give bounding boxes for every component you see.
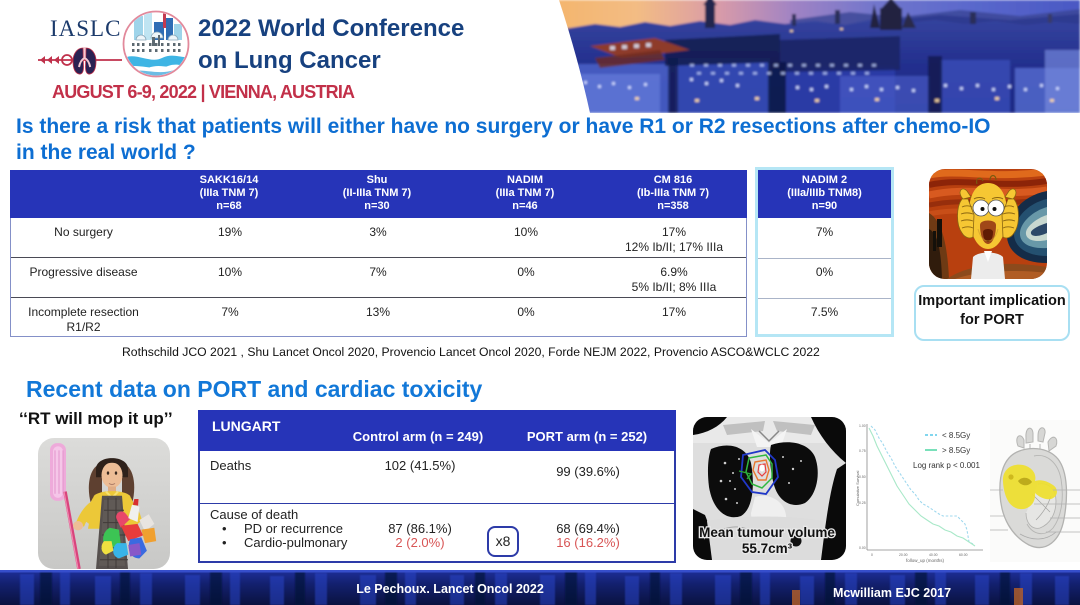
svg-text:Log rank p < 0.001: Log rank p < 0.001	[913, 461, 980, 470]
svg-text:40.00: 40.00	[929, 553, 938, 557]
svg-text:0.00: 0.00	[859, 546, 866, 550]
svg-text:0.75: 0.75	[859, 449, 866, 453]
svg-text:0.25: 0.25	[859, 501, 866, 505]
svg-text:60.00: 60.00	[959, 553, 968, 557]
svg-text:Mean tumour volume: Mean tumour volume	[699, 525, 835, 540]
svg-text:Cumulative Survival: Cumulative Survival	[855, 471, 860, 506]
svg-text:< 8.5Gy: < 8.5Gy	[942, 431, 970, 440]
svg-text:0: 0	[871, 553, 873, 557]
svg-text:55.7cm³: 55.7cm³	[742, 541, 793, 556]
svg-text:follow_up (months): follow_up (months)	[906, 558, 945, 563]
svg-text:1.00: 1.00	[859, 424, 866, 428]
svg-text:> 8.5Gy: > 8.5Gy	[942, 446, 970, 455]
svg-text:0.50: 0.50	[859, 475, 866, 479]
svg-text:20.00: 20.00	[899, 553, 908, 557]
